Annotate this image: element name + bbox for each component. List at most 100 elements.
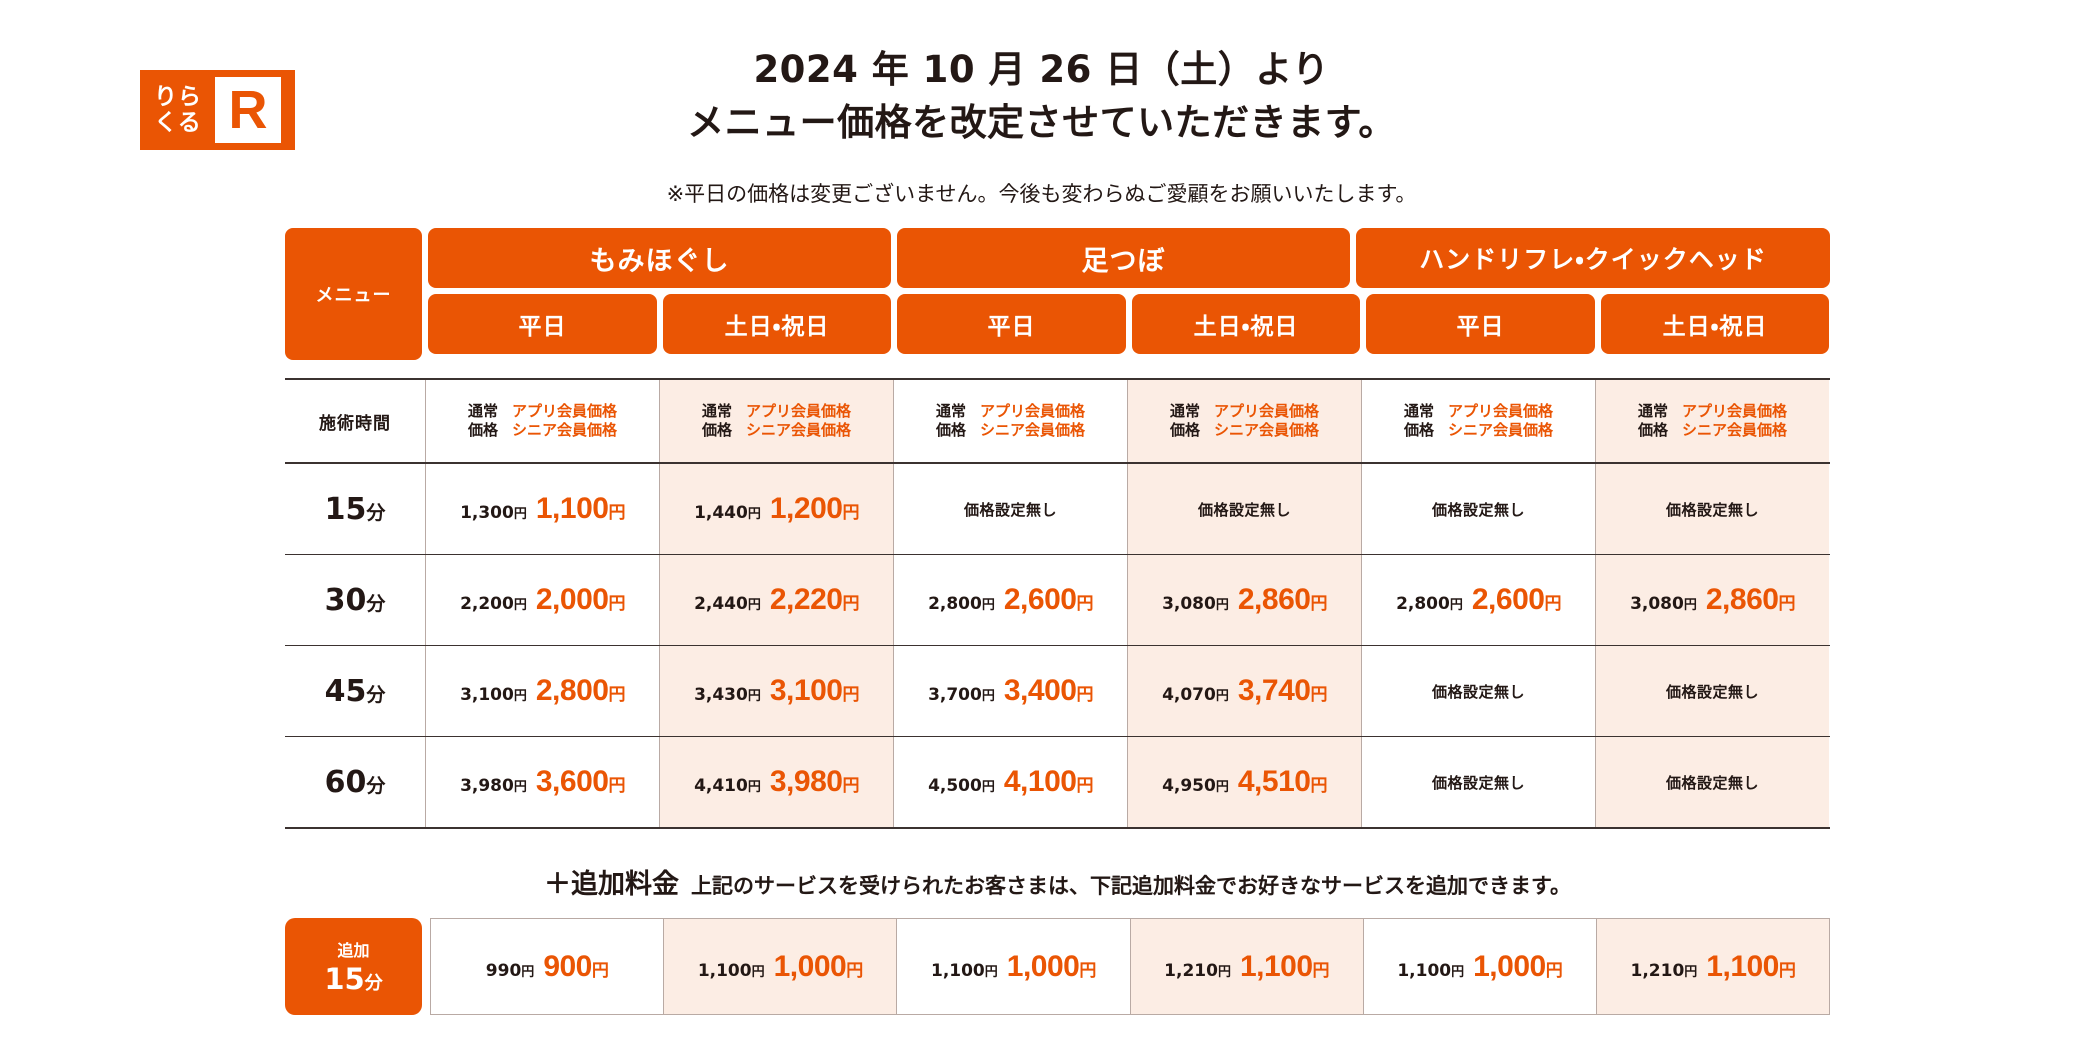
- member-price: 4,100円: [1003, 765, 1094, 798]
- price-cell-45-3: 4,070円 3,740円: [1128, 646, 1362, 736]
- price-pair: 1,100円 1,000円: [931, 950, 1096, 984]
- price-cell-60-1: 4,410円 3,980円: [660, 737, 894, 827]
- price-table: メニュー もみほぐし 足つぼ ハンドリフレ・クイックヘッド 平日 土日・祝日 平…: [285, 228, 1830, 829]
- member-price: 1,100円: [535, 492, 626, 525]
- price-pair: 2,200円 2,000円: [460, 583, 625, 617]
- member-price: 900円: [543, 949, 609, 983]
- extra-badge-top: 追加: [337, 941, 370, 960]
- subheader-member-5: アプリ会員価格 シニア会員価格: [1448, 402, 1554, 439]
- page-title: 2024 年 10 月 26 日（土）より メニュー価格を改定させていただきます…: [0, 44, 2083, 149]
- extra-price-cell-3: 1,210円 1,100円: [1130, 919, 1364, 1014]
- category-row: もみほぐし 足つぼ ハンドリフレ・クイックヘッド: [428, 228, 1830, 288]
- price-pair: 1,100円 1,000円: [698, 950, 863, 984]
- extra-price-cell-1: 1,100円 1,000円: [664, 919, 898, 1014]
- price-pair: 4,070円 3,740円: [1162, 674, 1327, 708]
- member-price: 1,100円: [1706, 949, 1796, 983]
- normal-price: 3,080円: [1162, 594, 1229, 614]
- price-pair: 990円 900円: [486, 950, 609, 984]
- subheader-member-2: アプリ会員価格 シニア会員価格: [746, 402, 852, 439]
- normal-price: 990円: [485, 960, 535, 981]
- normal-price: 1,100円: [697, 960, 765, 981]
- subheader-normal-1: 通常 価格: [467, 402, 498, 439]
- normal-price: 2,200円: [460, 594, 527, 614]
- subheader-cell-2: 通常 価格 アプリ会員価格 シニア会員価格: [660, 380, 894, 462]
- member-price: 1,100円: [1239, 949, 1330, 983]
- day-holiday-3: 土日・祝日: [1601, 294, 1829, 354]
- normal-price: 2,800円: [1396, 594, 1463, 614]
- subheader-member-4: アプリ会員価格 シニア会員価格: [1214, 402, 1320, 439]
- price-subheader-row: 施術時間 通常 価格 アプリ会員価格 シニア会員価格: [285, 380, 1830, 464]
- table-header: メニュー もみほぐし 足つぼ ハンドリフレ・クイックヘッド 平日 土日・祝日 平…: [285, 228, 1830, 360]
- price-cell-30-1: 2,440円 2,220円: [660, 555, 894, 645]
- table-row: 60分 3,980円 3,600円 4,410円 3,980円 4,500円 4,100円 4…: [285, 737, 1830, 827]
- subheader-time-label: 施術時間: [285, 380, 426, 462]
- subheader-member-3: アプリ会員価格 シニア会員価格: [980, 402, 1086, 439]
- price-cell-45-4: 価格設定無し: [1362, 646, 1596, 736]
- extra-price-cell-5: 1,210円 1,100円: [1596, 919, 1830, 1014]
- normal-price: 3,100円: [460, 685, 527, 705]
- day-weekday-1: 平日: [428, 294, 657, 354]
- table-row: 30分 2,200円 2,000円 2,440円 2,220円 2,800円 2,600円 3…: [285, 555, 1830, 646]
- price-cell-60-0: 3,980円 3,600円: [426, 737, 660, 827]
- logo-kana-text: りら くる: [148, 85, 208, 136]
- price-pair: 2,800円 2,600円: [928, 583, 1093, 617]
- member-price: 2,000円: [535, 583, 626, 616]
- member-price: 4,510円: [1237, 765, 1328, 798]
- normal-price: 3,700円: [928, 685, 995, 705]
- price-cell-45-0: 3,100円 2,800円: [426, 646, 660, 736]
- table-row: 15分 1,300円 1,100円 1,440円 1,200円 価格設定無し 価格設定無し 価…: [285, 464, 1830, 555]
- title-note: ※平日の価格は変更ございません。今後も変わらぬご愛顧をお願いいたします。: [666, 182, 1417, 206]
- price-cell-30-2: 2,800円 2,600円: [894, 555, 1128, 645]
- header-columns: もみほぐし 足つぼ ハンドリフレ・クイックヘッド 平日 土日・祝日 平日 土日・…: [428, 228, 1830, 360]
- subheader-normal-2: 通常 価格: [701, 402, 732, 439]
- logo-r-letter: R: [228, 80, 268, 140]
- price-cell-60-5: 価格設定無し: [1596, 737, 1829, 827]
- extra-price-cell-0: 990円 900円: [431, 919, 665, 1014]
- price-pair: 3,700円 3,400円: [928, 674, 1093, 708]
- no-price-label: 価格設定無し: [1431, 500, 1525, 519]
- member-price: 1,000円: [773, 949, 864, 983]
- title-line-2: メニュー価格を改定させていただきます。: [687, 100, 1396, 144]
- normal-price: 4,070円: [1162, 685, 1229, 705]
- row-time-45: 45分: [285, 646, 426, 736]
- price-cell-30-3: 3,080円 2,860円: [1128, 555, 1362, 645]
- subheader-normal-3: 通常 価格: [935, 402, 966, 439]
- member-price: 3,400円: [1003, 674, 1094, 707]
- price-cell-45-5: 価格設定無し: [1596, 646, 1829, 736]
- header-menu-label: メニュー: [285, 228, 422, 360]
- member-price: 3,740円: [1237, 674, 1328, 707]
- normal-price: 3,430円: [694, 685, 761, 705]
- logo-kana-line-2: くる: [154, 109, 202, 136]
- subheader-member-6: アプリ会員価格 シニア会員価格: [1682, 402, 1788, 439]
- no-price-label: 価格設定無し: [1431, 773, 1525, 792]
- member-price: 2,800円: [535, 674, 626, 707]
- price-cell-30-4: 2,800円 2,600円: [1362, 555, 1596, 645]
- normal-price: 2,440円: [694, 594, 761, 614]
- category-handreflex-quickhead: ハンドリフレ・クイックヘッド: [1356, 228, 1830, 288]
- price-pair: 1,210円 1,100円: [1164, 950, 1329, 984]
- price-cell-60-4: 価格設定無し: [1362, 737, 1596, 827]
- price-cell-30-0: 2,200円 2,000円: [426, 555, 660, 645]
- normal-price: 3,080円: [1630, 594, 1697, 614]
- price-pair: 4,410円 3,980円: [694, 765, 859, 799]
- category-momihogushi: もみほぐし: [428, 228, 891, 288]
- extra-fee-row: 追加 15分 990円 900円 1,100円 1,000円 1,100円 1,000円 1…: [285, 918, 1830, 1015]
- price-pair: 3,430円 3,100円: [694, 674, 859, 708]
- normal-price: 4,500円: [928, 776, 995, 796]
- no-price-label: 価格設定無し: [1665, 773, 1759, 792]
- price-pair: 1,210円 1,100円: [1631, 950, 1796, 984]
- extra-fee-heading: ＋追加料金 上記のサービスを受けられたお客さまは、下記追加料金でお好きなサービスを…: [285, 862, 1830, 901]
- category-ashitsubo: 足つぼ: [897, 228, 1350, 288]
- time-label: 30分: [324, 582, 386, 618]
- normal-price: 2,800円: [928, 594, 995, 614]
- extra-fee-desc: 上記のサービスを受けられたお客さまは、下記追加料金でお好きなサービスを追加できま…: [691, 874, 1571, 898]
- normal-price: 1,300円: [460, 503, 527, 523]
- price-pair: 4,500円 4,100円: [928, 765, 1093, 799]
- subheader-member-1: アプリ会員価格 シニア会員価格: [512, 402, 618, 439]
- price-cell-15-2: 価格設定無し: [894, 464, 1128, 554]
- extra-badge-time: 15分: [324, 962, 383, 996]
- member-price: 3,100円: [769, 674, 860, 707]
- member-price: 3,980円: [769, 765, 860, 798]
- title-line-1: 2024 年 10 月 26 日（土）より: [753, 48, 1330, 91]
- subheader-cell-6: 通常 価格 アプリ会員価格 シニア会員価格: [1596, 380, 1829, 462]
